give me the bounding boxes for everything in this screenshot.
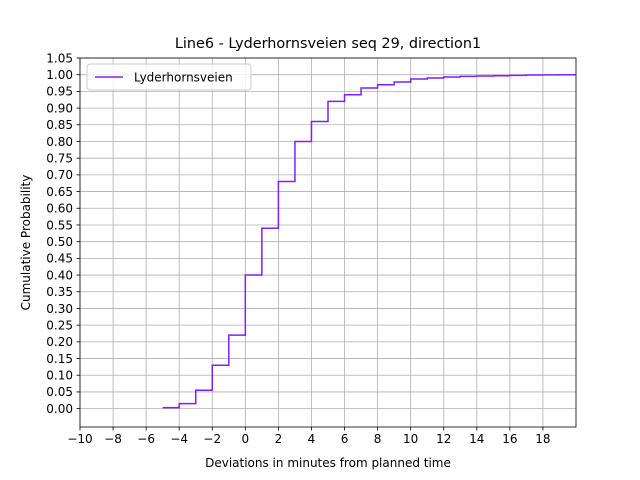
x-tick-label: −6 (137, 432, 155, 446)
y-tick-label: 0.80 (46, 135, 73, 149)
x-tick-label: 18 (535, 432, 550, 446)
plot-frame (79, 57, 577, 428)
x-tick-label: 14 (469, 432, 484, 446)
legend-label: Lyderhornsveien (134, 71, 233, 85)
x-tick-label: 6 (341, 432, 349, 446)
y-tick-label: 0.75 (46, 151, 73, 165)
y-tick-label: 0.15 (46, 352, 73, 366)
x-tick-label: 12 (436, 432, 451, 446)
y-tick-label: 1.00 (46, 68, 73, 82)
x-tick-label: 2 (275, 432, 283, 446)
y-tick-label: 0.25 (46, 318, 73, 332)
y-tick-label: 0.05 (46, 385, 73, 399)
y-tick-label: 0.70 (46, 168, 73, 182)
y-tick-label: 0.10 (46, 369, 73, 383)
y-axis-label: Cumulative Probability (19, 175, 33, 311)
chart-title: Line6 - Lyderhornsveien seq 29, directio… (175, 36, 481, 52)
x-tick-label: −8 (104, 432, 122, 446)
x-tick-label: 10 (403, 432, 418, 446)
y-tick-label: 0.45 (46, 252, 73, 266)
x-axis-ticks: −10 −8 −6 −4 −2 0 2 4 6 8 10 12 14 16 18 (67, 427, 551, 446)
x-tick-label: −10 (67, 432, 92, 446)
y-tick-label: 0.85 (46, 118, 73, 132)
y-tick-label: 0.90 (46, 101, 73, 115)
x-tick-label: 16 (502, 432, 517, 446)
series-line (162, 73, 576, 409)
y-tick-label: 0.95 (46, 85, 73, 99)
y-tick-label: 0.35 (46, 285, 73, 299)
x-tick-label: 8 (374, 432, 382, 446)
y-axis-ticks: 0.00 0.05 0.10 0.15 0.20 0.25 0.30 0.35 0.40 0.45… (46, 51, 80, 416)
y-tick-label: 0.40 (46, 268, 73, 282)
series-layer (162, 73, 576, 409)
x-axis-label: Deviations in minutes from planned time (205, 456, 451, 470)
x-tick-label: 4 (308, 432, 316, 446)
legend-box (86, 63, 252, 91)
x-tick-label: −4 (170, 432, 188, 446)
x-tick-label: 0 (242, 432, 250, 446)
y-tick-label: 0.55 (46, 218, 73, 232)
y-tick-label: 0.30 (46, 302, 73, 316)
y-tick-label: 0.00 (46, 402, 73, 416)
y-tick-label: 0.50 (46, 235, 73, 249)
legend: Lyderhornsveien (86, 63, 252, 91)
x-tick-label: −2 (203, 432, 221, 446)
grid (79, 57, 576, 427)
y-tick-label: 0.60 (46, 202, 73, 216)
y-tick-label: 1.05 (46, 51, 73, 65)
y-tick-label: 0.65 (46, 185, 73, 199)
y-tick-label: 0.20 (46, 335, 73, 349)
